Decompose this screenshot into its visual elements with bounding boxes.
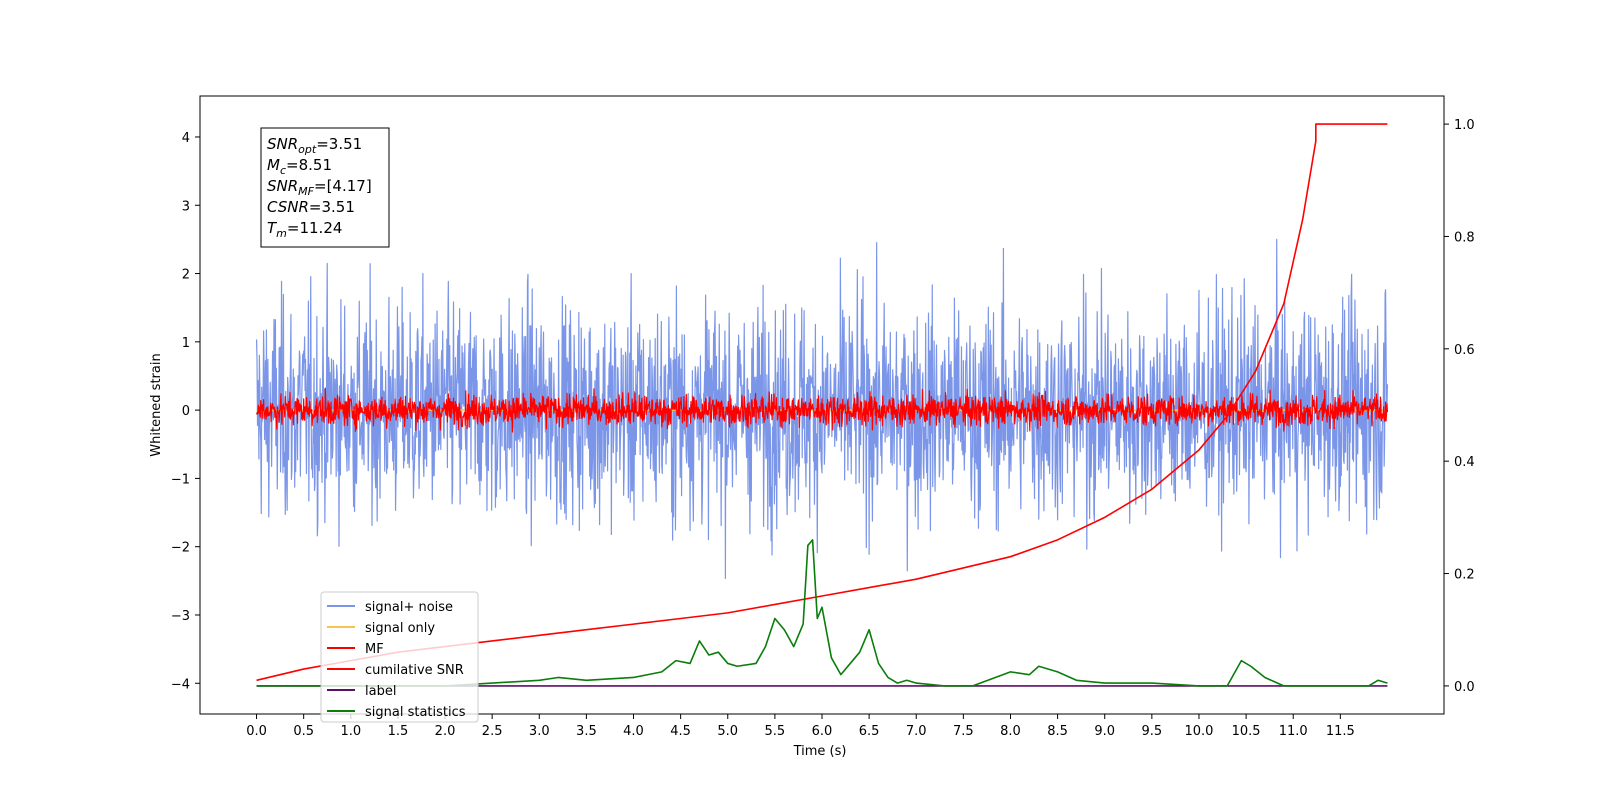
x-tick-label: 8.5 xyxy=(1047,724,1068,739)
x-tick-label: 6.0 xyxy=(812,724,833,739)
annotation-line: Mc=8.51 xyxy=(267,156,332,177)
y-tick-label: −2 xyxy=(171,541,190,556)
annotation-line: SNRopt=3.51 xyxy=(267,135,362,156)
annotation-box-frame xyxy=(260,127,390,248)
legend-label: signal only xyxy=(365,621,435,636)
y-tick-label: −3 xyxy=(171,609,190,624)
legend-label: cumilative SNR xyxy=(365,663,464,678)
x-tick-label: 7.5 xyxy=(953,724,974,739)
x-tick-label: 9.5 xyxy=(1142,724,1163,739)
y-tick-label: 3 xyxy=(182,199,190,214)
x-tick-label: 2.0 xyxy=(435,724,456,739)
y2-tick-label: 0.0 xyxy=(1454,680,1475,695)
y2-tick-label: 0.2 xyxy=(1454,568,1475,583)
legend-label: label xyxy=(365,684,396,699)
y2-tick-label: 1.0 xyxy=(1454,118,1475,133)
series-line-signal-noise xyxy=(255,238,1389,580)
axes-layer: 0.0 0.5 1.0 1.5 2.0 2.5 3.0 3.5 4.0 4.5 5.0 5.5 6.0 6… xyxy=(171,118,1475,739)
x-tick-label: 9.0 xyxy=(1094,724,1115,739)
x-tick-label: 5.0 xyxy=(717,724,738,739)
x-tick-label: 4.5 xyxy=(670,724,691,739)
x-tick-label: 1.0 xyxy=(340,724,361,739)
x-tick-label: 2.5 xyxy=(482,724,503,739)
annotation-line: Tm=11.24 xyxy=(267,219,342,240)
x-tick-label: 11.0 xyxy=(1279,724,1308,739)
x-tick-label: 10.0 xyxy=(1184,724,1213,739)
x-axis-label: Time (s) xyxy=(793,744,847,759)
annotation-line: SNRMF=[4.17] xyxy=(267,177,372,198)
annotation-line: CSNR=3.51 xyxy=(267,198,355,216)
series-line-mf xyxy=(255,387,1389,433)
y2-tick-label: 0.8 xyxy=(1454,230,1475,245)
x-tick-label: 8.0 xyxy=(1000,724,1021,739)
y-tick-label: 1 xyxy=(182,336,190,351)
y2-tick-label: 0.4 xyxy=(1454,455,1475,470)
x-tick-label: 5.5 xyxy=(765,724,786,739)
legend-label: MF xyxy=(365,642,384,657)
x-tick-label: 3.0 xyxy=(529,724,550,739)
y-tick-label: −1 xyxy=(171,472,190,487)
x-tick-label: 4.0 xyxy=(623,724,644,739)
y2-tick-label: 0.6 xyxy=(1454,343,1475,358)
y-tick-label: 0 xyxy=(182,404,190,419)
x-tick-label: 6.5 xyxy=(859,724,880,739)
legend: signal+ noise signal only MF cumilative SNR… xyxy=(320,591,479,723)
y-tick-label: −4 xyxy=(171,677,190,692)
x-tick-label: 0.0 xyxy=(246,724,267,739)
y-tick-label: 4 xyxy=(182,131,190,146)
x-tick-label: 7.0 xyxy=(906,724,927,739)
x-tick-label: 1.5 xyxy=(388,724,409,739)
x-tick-label: 10.5 xyxy=(1232,724,1261,739)
legend-label: signal+ noise xyxy=(365,600,453,615)
y-axis-label: Whitened strain xyxy=(149,353,164,456)
x-tick-label: 11.5 xyxy=(1326,724,1355,739)
x-tick-label: 3.5 xyxy=(576,724,597,739)
series-line-signal-statistics xyxy=(256,539,1388,687)
y-tick-label: 2 xyxy=(182,268,190,283)
x-tick-label: 0.5 xyxy=(293,724,314,739)
legend-label: signal statistics xyxy=(365,705,466,720)
legend-frame xyxy=(320,591,479,723)
